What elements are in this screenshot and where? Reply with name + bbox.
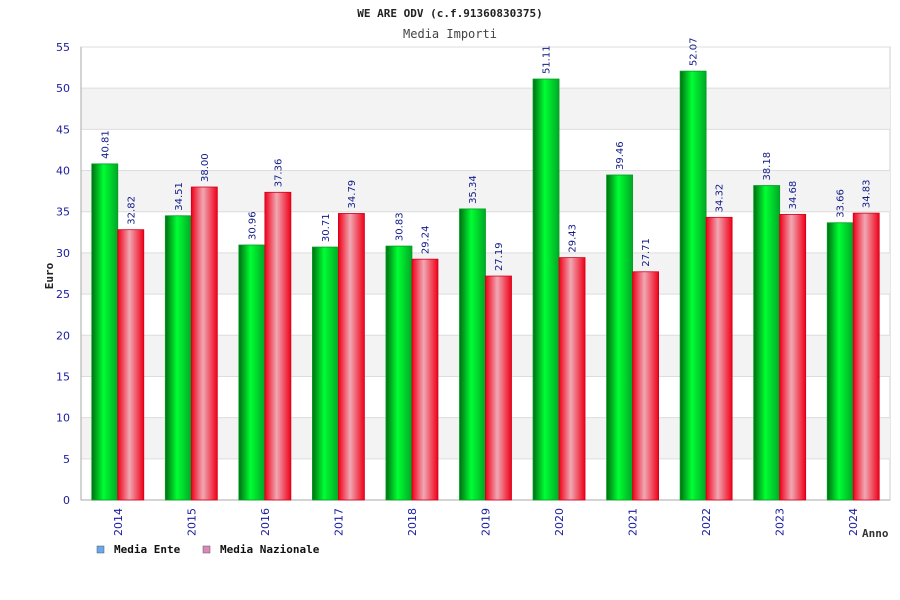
x-tick-label: 2022 xyxy=(700,508,713,536)
x-tick-label: 2023 xyxy=(774,508,787,536)
y-tick-label: 35 xyxy=(56,206,70,219)
data-label: 29.24 xyxy=(420,226,431,255)
y-tick-label: 25 xyxy=(56,288,70,301)
legend: Media Ente Media Nazionale xyxy=(96,543,320,556)
data-label: 34.51 xyxy=(174,182,185,211)
x-tick-label: 2018 xyxy=(406,508,419,536)
chart-subtitle: Media Importi xyxy=(403,27,497,41)
legend-label-media-nazionale: Media Nazionale xyxy=(220,543,320,556)
legend-label-media-ente: Media Ente xyxy=(114,543,181,556)
bar-media-nazionale-2014 xyxy=(117,229,145,501)
x-tick-label: 2019 xyxy=(480,508,493,536)
y-tick-label: 55 xyxy=(56,41,70,54)
data-label: 27.71 xyxy=(641,238,652,267)
data-label: 30.71 xyxy=(321,213,332,242)
data-label: 52.07 xyxy=(689,37,700,66)
y-axis-ticks: 0 5 10 15 20 25 30 35 40 45 50 55 xyxy=(56,41,70,507)
x-tick-label: 2016 xyxy=(259,508,272,536)
data-label: 30.83 xyxy=(394,212,405,241)
data-label: 30.96 xyxy=(247,211,258,240)
bar-media-ente-2017 xyxy=(312,246,339,501)
data-label: 37.36 xyxy=(273,159,284,188)
y-tick-label: 40 xyxy=(56,165,70,178)
y-tick-label: 0 xyxy=(63,494,70,507)
legend-swatch-media-nazionale xyxy=(202,545,211,554)
bar-media-nazionale-2021 xyxy=(632,271,659,501)
bar-media-nazionale-2019 xyxy=(485,275,512,501)
data-label: 34.68 xyxy=(788,181,799,210)
x-tick-label: 2015 xyxy=(185,508,198,536)
data-label: 51.11 xyxy=(542,45,553,74)
y-tick-label: 20 xyxy=(56,329,70,342)
data-label: 27.19 xyxy=(494,242,505,271)
data-label: 34.32 xyxy=(715,184,726,213)
bar-media-nazionale-2018 xyxy=(411,258,439,501)
bar-media-nazionale-2020 xyxy=(558,257,586,501)
bar-media-nazionale-2016 xyxy=(264,191,292,501)
y-axis-label: Euro xyxy=(43,262,56,289)
bar-media-ente-2016 xyxy=(238,244,266,501)
bar-media-ente-2020 xyxy=(532,78,560,501)
y-tick-label: 50 xyxy=(56,82,70,95)
bar-media-ente-2014 xyxy=(91,163,119,501)
x-tick-label: 2014 xyxy=(112,508,125,536)
data-label: 29.43 xyxy=(568,224,579,253)
x-tick-label: 2017 xyxy=(332,508,345,536)
bar-media-ente-2023 xyxy=(753,185,781,501)
data-label: 32.82 xyxy=(126,196,137,225)
bar-media-nazionale-2017 xyxy=(338,213,365,501)
plot-band xyxy=(81,88,890,130)
y-tick-label: 10 xyxy=(56,412,70,425)
y-tick-label: 5 xyxy=(63,453,70,466)
legend-swatch-media-ente xyxy=(96,545,105,554)
data-label: 38.18 xyxy=(762,152,773,181)
x-axis-label: Anno xyxy=(862,527,889,540)
x-tick-label: 2020 xyxy=(553,508,566,536)
bar-media-nazionale-2023 xyxy=(779,213,807,501)
x-tick-label: 2021 xyxy=(627,508,640,536)
bar-media-nazionale-2022 xyxy=(705,216,733,501)
bar-media-ente-2018 xyxy=(385,245,413,501)
y-tick-label: 30 xyxy=(56,247,70,260)
y-tick-label: 45 xyxy=(56,123,70,136)
data-label: 39.46 xyxy=(615,141,626,170)
y-tick-label: 15 xyxy=(56,370,70,383)
bar-media-ente-2019 xyxy=(459,208,486,501)
data-label: 33.66 xyxy=(836,189,847,218)
chart-title: WE ARE ODV (c.f.91360830375) xyxy=(357,7,542,20)
data-label: 38.00 xyxy=(200,153,211,182)
bar-series: 40.81 32.82 34.51 38.00 30.96 37.36 30.71 34.79… xyxy=(91,37,880,501)
data-label: 34.83 xyxy=(862,179,873,208)
x-tick-label: 2024 xyxy=(847,508,860,536)
x-axis-ticks: 2014 2015 2016 2017 2018 2019 2020 2021 2022 2023… xyxy=(112,508,860,536)
bar-media-ente-2022 xyxy=(679,70,707,501)
data-label: 40.81 xyxy=(100,130,111,159)
bar-media-ente-2024 xyxy=(826,222,854,501)
bar-media-nazionale-2015 xyxy=(190,186,218,501)
bar-media-ente-2015 xyxy=(164,215,192,501)
bar-media-ente-2021 xyxy=(606,174,633,501)
data-label: 35.34 xyxy=(468,175,479,204)
bar-media-nazionale-2024 xyxy=(852,212,880,501)
data-label: 34.79 xyxy=(347,180,358,209)
